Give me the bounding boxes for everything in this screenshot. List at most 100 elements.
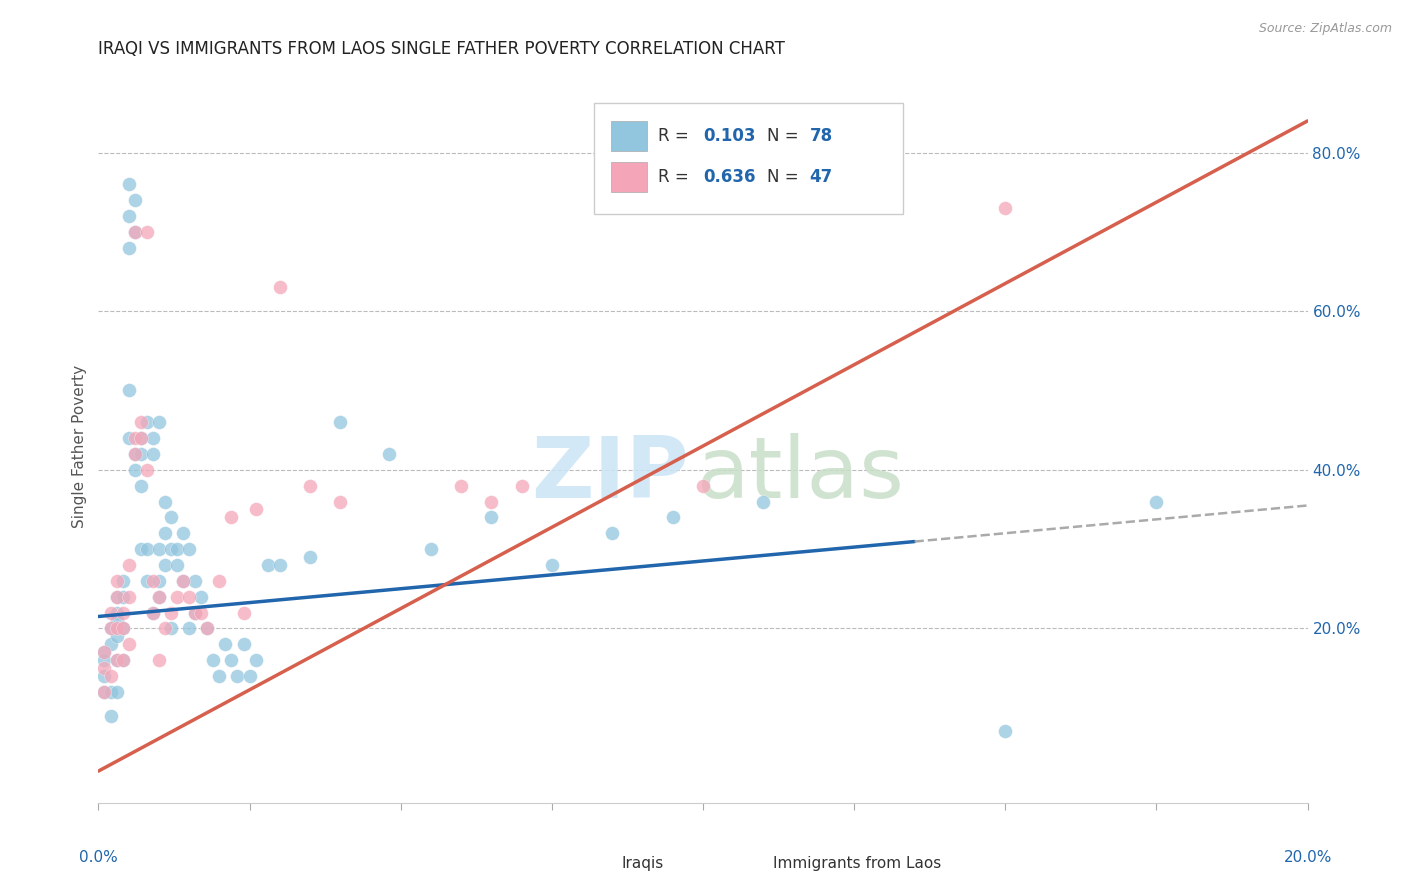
FancyBboxPatch shape bbox=[595, 103, 903, 214]
Point bbox=[994, 724, 1017, 739]
Text: 78: 78 bbox=[810, 127, 832, 145]
Point bbox=[93, 685, 115, 699]
Point bbox=[129, 431, 152, 445]
Point bbox=[160, 621, 183, 635]
Text: Iraqis: Iraqis bbox=[621, 856, 664, 871]
Point bbox=[118, 241, 141, 255]
Point bbox=[100, 621, 122, 635]
FancyBboxPatch shape bbox=[612, 120, 647, 151]
Point bbox=[93, 645, 115, 659]
Point bbox=[190, 606, 212, 620]
Point bbox=[129, 431, 152, 445]
Point bbox=[135, 574, 157, 588]
Point bbox=[93, 669, 115, 683]
Point bbox=[190, 590, 212, 604]
Point bbox=[105, 614, 128, 628]
Point bbox=[105, 590, 128, 604]
Point bbox=[148, 590, 170, 604]
Text: ZIP: ZIP bbox=[530, 433, 689, 516]
Point bbox=[100, 637, 122, 651]
Point bbox=[329, 494, 352, 508]
Point bbox=[124, 447, 146, 461]
Point bbox=[195, 621, 218, 635]
Point bbox=[100, 685, 122, 699]
Point bbox=[148, 590, 170, 604]
Text: N =: N = bbox=[768, 127, 804, 145]
Point bbox=[153, 621, 176, 635]
Point bbox=[142, 447, 165, 461]
Point bbox=[239, 669, 262, 683]
Point bbox=[450, 478, 472, 492]
Point bbox=[160, 510, 183, 524]
Text: Immigrants from Laos: Immigrants from Laos bbox=[773, 856, 942, 871]
Point bbox=[256, 558, 278, 572]
Text: Source: ZipAtlas.com: Source: ZipAtlas.com bbox=[1258, 22, 1392, 36]
Point bbox=[105, 621, 128, 635]
Point bbox=[184, 574, 207, 588]
Point bbox=[166, 558, 188, 572]
Point bbox=[195, 621, 218, 635]
Point bbox=[179, 621, 201, 635]
Point bbox=[111, 621, 134, 635]
Point bbox=[93, 653, 115, 667]
Point bbox=[377, 447, 399, 461]
Point bbox=[118, 637, 141, 651]
Point bbox=[179, 542, 201, 557]
Point bbox=[135, 542, 157, 557]
Point bbox=[232, 637, 254, 651]
Point bbox=[481, 494, 503, 508]
Point bbox=[269, 558, 291, 572]
Text: N =: N = bbox=[768, 168, 804, 186]
Point bbox=[118, 178, 141, 192]
Point bbox=[111, 653, 134, 667]
Point bbox=[153, 526, 176, 541]
Point bbox=[179, 590, 201, 604]
Point bbox=[662, 510, 685, 524]
Point bbox=[111, 590, 134, 604]
Point bbox=[111, 606, 134, 620]
Point bbox=[1144, 494, 1167, 508]
Text: 0.636: 0.636 bbox=[703, 168, 755, 186]
Point bbox=[214, 637, 236, 651]
Y-axis label: Single Father Poverty: Single Father Poverty bbox=[72, 365, 87, 527]
FancyBboxPatch shape bbox=[575, 850, 612, 879]
Point bbox=[129, 478, 152, 492]
Point bbox=[124, 447, 146, 461]
Point bbox=[111, 574, 134, 588]
Point bbox=[420, 542, 443, 557]
Point bbox=[105, 653, 128, 667]
Point bbox=[245, 653, 267, 667]
Point bbox=[93, 661, 115, 675]
Point bbox=[124, 225, 146, 239]
Point bbox=[105, 653, 128, 667]
Point bbox=[269, 280, 291, 294]
Point bbox=[299, 549, 322, 564]
Point bbox=[510, 478, 533, 492]
Point bbox=[994, 201, 1017, 215]
Point bbox=[142, 606, 165, 620]
Point bbox=[124, 463, 146, 477]
Point bbox=[135, 225, 157, 239]
Point bbox=[135, 463, 157, 477]
Point bbox=[166, 542, 188, 557]
Point bbox=[100, 708, 122, 723]
Point bbox=[105, 685, 128, 699]
Point bbox=[111, 653, 134, 667]
Point bbox=[93, 645, 115, 659]
Point bbox=[221, 510, 243, 524]
Point bbox=[129, 415, 152, 429]
Point bbox=[540, 558, 562, 572]
Point bbox=[118, 431, 141, 445]
Point bbox=[118, 558, 141, 572]
Point bbox=[160, 542, 183, 557]
Point bbox=[142, 606, 165, 620]
Point bbox=[100, 606, 122, 620]
Text: 0.0%: 0.0% bbox=[79, 850, 118, 865]
Point bbox=[232, 606, 254, 620]
Point bbox=[142, 574, 165, 588]
Point bbox=[118, 209, 141, 223]
Point bbox=[148, 415, 170, 429]
Point bbox=[129, 542, 152, 557]
Point bbox=[166, 590, 188, 604]
Point bbox=[100, 621, 122, 635]
